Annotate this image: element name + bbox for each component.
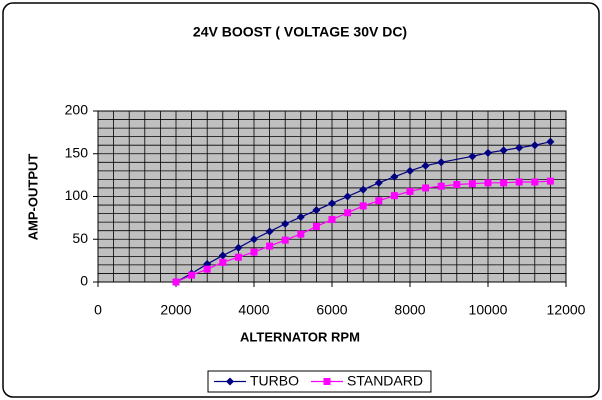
x-tick-label: 8000	[394, 302, 425, 318]
data-point	[281, 236, 289, 244]
data-point	[515, 178, 523, 186]
data-point	[266, 242, 274, 250]
x-tick-label: 12000	[547, 302, 586, 318]
legend: TURBO STANDARD	[207, 370, 432, 393]
data-point	[297, 230, 305, 238]
chart-title: 24V BOOST ( VOLTAGE 30V DC)	[193, 24, 407, 40]
data-point	[312, 206, 321, 215]
data-point	[188, 271, 196, 279]
data-point	[203, 265, 211, 273]
data-point	[219, 258, 227, 266]
y-tick-label: 0	[80, 273, 88, 289]
data-point	[359, 185, 368, 194]
data-point	[421, 161, 430, 170]
data-point	[437, 182, 445, 190]
data-point	[250, 248, 258, 256]
data-point	[265, 227, 274, 236]
data-point	[296, 213, 305, 222]
legend-label: STANDARD	[347, 373, 423, 389]
data-point	[468, 180, 476, 188]
data-point	[312, 222, 320, 230]
data-point	[499, 146, 508, 155]
data-point	[390, 172, 399, 181]
data-point	[546, 177, 554, 185]
x-axis-label: ALTERNATOR RPM	[240, 329, 360, 344]
y-tick-label: 50	[72, 230, 88, 246]
data-point	[484, 179, 492, 187]
data-point	[328, 199, 336, 208]
data-point	[359, 202, 367, 210]
data-point	[375, 197, 383, 205]
data-point	[406, 187, 414, 195]
data-point	[500, 179, 508, 187]
data-point	[234, 243, 243, 252]
legend-marker	[226, 377, 234, 386]
data-point	[530, 141, 539, 150]
data-point	[218, 251, 227, 260]
data-point	[453, 181, 461, 189]
data-point	[546, 137, 555, 146]
data-point	[484, 148, 492, 157]
legend-marker	[323, 378, 331, 385]
data-point	[422, 184, 430, 192]
data-point	[468, 152, 477, 161]
y-tick-label: 150	[65, 144, 89, 160]
data-point	[390, 192, 398, 200]
legend-label: TURBO	[250, 373, 299, 389]
data-point	[531, 178, 539, 186]
data-point	[250, 235, 258, 244]
x-tick-label: 10000	[469, 302, 508, 318]
x-tick-label: 0	[94, 302, 102, 318]
data-point	[374, 178, 383, 187]
data-point	[281, 219, 290, 228]
data-point	[437, 158, 446, 167]
y-tick-label: 200	[65, 102, 89, 118]
data-point	[328, 216, 336, 224]
data-point	[172, 278, 180, 286]
y-axis-label: AMP-OUTPUT	[25, 154, 40, 241]
x-tick-label: 2000	[160, 302, 191, 318]
data-point	[515, 143, 524, 152]
x-tick-label: 4000	[238, 302, 269, 318]
y-tick-label: 100	[65, 187, 89, 203]
data-point	[343, 192, 352, 201]
data-point	[234, 253, 242, 261]
x-tick-label: 6000	[316, 302, 347, 318]
data-point	[344, 209, 352, 217]
data-point	[406, 166, 414, 175]
